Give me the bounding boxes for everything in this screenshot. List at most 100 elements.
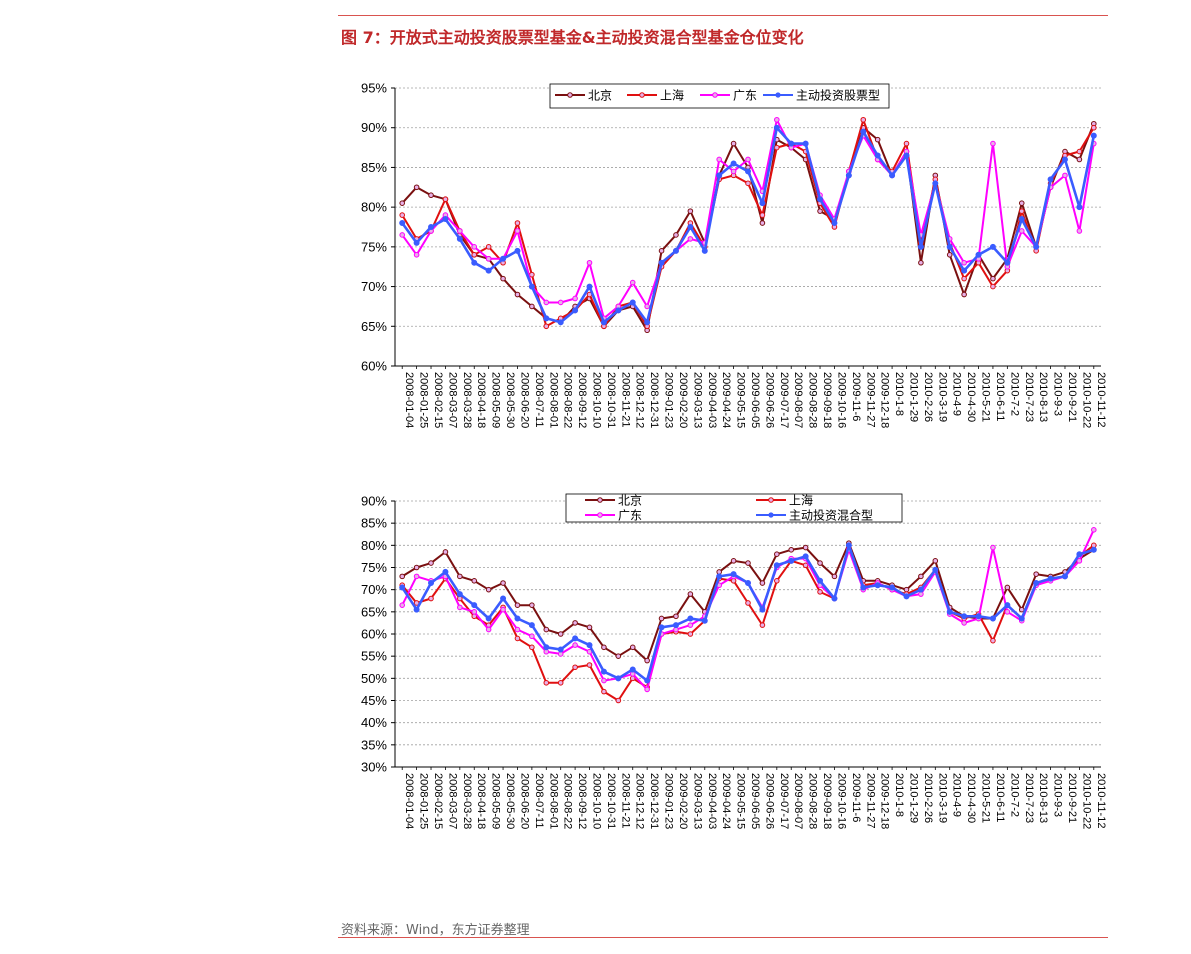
data-point [615, 653, 622, 659]
data-point [500, 606, 506, 613]
x-tick-label: 2008-05-09 [490, 372, 502, 428]
data-point [644, 303, 650, 310]
x-tick-label: 2010-10-22 [1080, 773, 1092, 829]
x-tick-label: 2009-10-16 [835, 372, 847, 428]
data-point [1090, 124, 1097, 131]
data-point [990, 140, 996, 147]
data-point [456, 591, 463, 598]
y-tick-label: 85% [361, 160, 387, 175]
x-tick-label: 2009-12-18 [879, 773, 891, 829]
data-point [946, 243, 953, 250]
data-point [572, 307, 579, 314]
data-point [672, 622, 679, 629]
data-point [586, 283, 593, 290]
data-point [528, 283, 535, 290]
data-point [774, 551, 780, 557]
data-point [399, 200, 406, 206]
data-point [730, 168, 737, 175]
data-point [586, 624, 593, 631]
data-point [413, 184, 420, 191]
data-point [831, 573, 838, 580]
data-point [471, 578, 478, 584]
data-point [442, 549, 449, 555]
data-point [1090, 132, 1097, 139]
legend-swatch-marker [768, 512, 774, 518]
x-tick-label: 2008-12-12 [634, 773, 646, 829]
data-point [802, 553, 809, 560]
data-point [903, 586, 910, 593]
x-tick-label: 2008-05-09 [490, 773, 502, 829]
data-point [759, 200, 766, 207]
data-point [428, 560, 434, 566]
data-point [860, 584, 867, 591]
data-point [644, 677, 651, 684]
data-point [889, 584, 896, 591]
data-point [1076, 148, 1083, 155]
x-tick-label: 2008-08-01 [547, 372, 559, 428]
x-tick-label: 2009-04-03 [706, 372, 718, 428]
series-3 [399, 542, 1097, 684]
legend-label: 北京 [588, 89, 612, 103]
data-point [586, 662, 593, 668]
data-point [673, 232, 679, 238]
data-point [1033, 243, 1040, 250]
x-tick-label: 2010-10-22 [1080, 372, 1092, 428]
y-tick-label: 75% [361, 239, 387, 254]
data-point [514, 247, 521, 254]
data-point [687, 622, 694, 628]
data-point [1033, 580, 1040, 587]
plot-area [395, 88, 1101, 366]
data-point [485, 244, 492, 250]
data-point [759, 580, 766, 586]
x-tick-label: 2008-09-12 [576, 773, 588, 829]
x-tick-label: 2010-5-21 [980, 773, 992, 823]
data-point [774, 116, 780, 123]
x-tick-label: 2008-05-30 [504, 372, 516, 428]
data-point [399, 602, 406, 608]
x-tick-label: 2010-9-21 [1066, 773, 1078, 823]
data-point [817, 208, 823, 214]
data-point [500, 255, 507, 262]
data-point [745, 600, 751, 606]
x-tick-label: 2009-02-20 [677, 773, 689, 829]
data-point [932, 566, 939, 573]
data-point [658, 248, 665, 254]
data-point [845, 542, 852, 549]
x-tick-label: 2009-11-6 [850, 372, 862, 421]
data-point [629, 644, 636, 651]
data-point [471, 259, 478, 266]
data-point [543, 644, 550, 651]
data-point [658, 624, 665, 631]
legend-label: 主动投资混合型 [789, 508, 873, 523]
data-point [572, 664, 578, 671]
x-tick-label: 2008-01-25 [418, 773, 430, 829]
data-point [1061, 573, 1068, 580]
data-point [961, 620, 967, 626]
x-tick-label: 2010-1-8 [893, 773, 905, 817]
x-tick-label: 2009-08-07 [792, 372, 804, 428]
x-tick-label: 2009-03-13 [691, 773, 703, 829]
data-point [601, 688, 607, 695]
data-point [572, 620, 578, 626]
x-tick-label: 2010-7-2 [1008, 372, 1020, 416]
legend-label: 上海 [789, 493, 813, 508]
legend-swatch-marker [567, 92, 573, 98]
x-tick-label: 2010-4-9 [951, 372, 963, 416]
data-point [917, 586, 924, 593]
data-point [1033, 571, 1039, 577]
x-tick-label: 2010-11-12 [1095, 773, 1107, 828]
data-point [557, 319, 564, 326]
data-point [399, 212, 406, 218]
data-point [1004, 609, 1011, 615]
data-point [1076, 228, 1083, 234]
data-point [716, 156, 722, 163]
x-tick-label: 2010-6-11 [994, 372, 1006, 421]
x-tick-label: 2009-12-18 [879, 372, 891, 428]
data-point [1076, 551, 1083, 558]
x-tick-label: 2009-07-17 [778, 773, 790, 829]
x-tick-label: 2008-12-12 [634, 372, 646, 428]
series-3 [399, 124, 1097, 326]
x-tick-label: 2010-4-30 [965, 773, 977, 823]
data-point [413, 252, 420, 258]
